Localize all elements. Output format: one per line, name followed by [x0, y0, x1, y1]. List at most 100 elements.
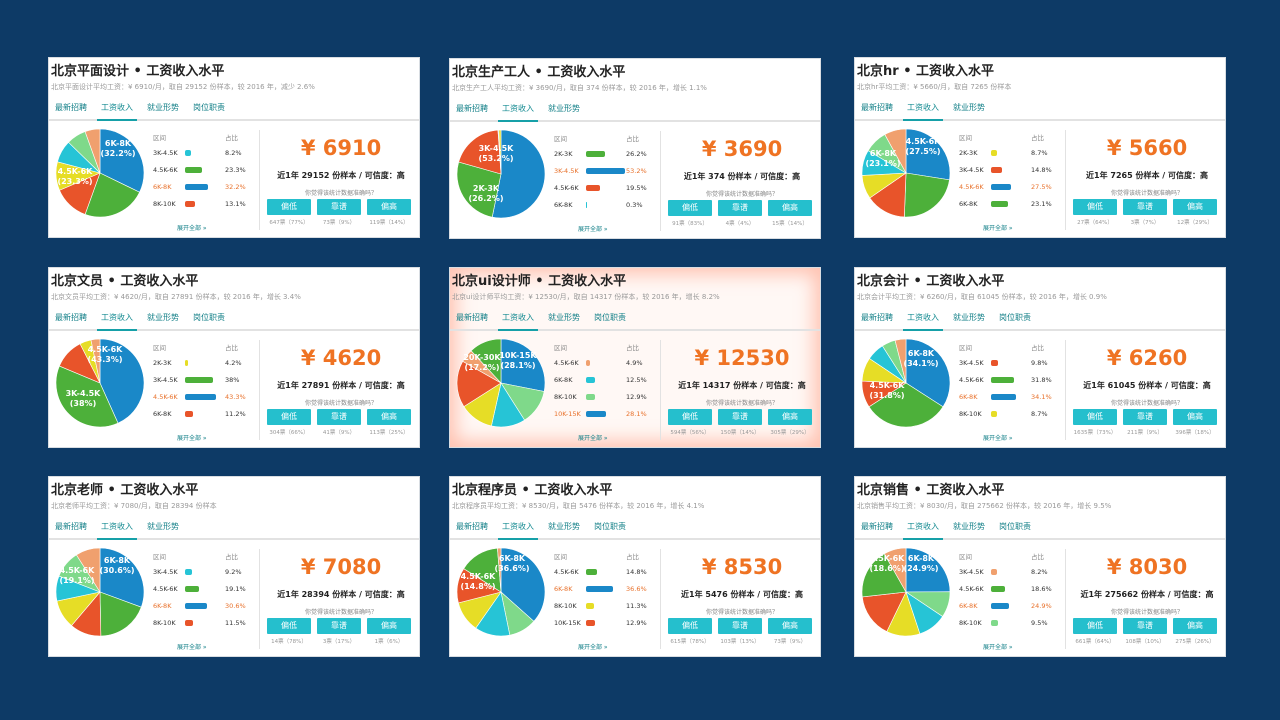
tab-employment[interactable]: 就业形势 [147, 522, 179, 531]
tab-bar: 最新招聘 工资收入 就业形势 岗位职责 [49, 98, 419, 121]
too-high-button[interactable]: 偏高 [1173, 618, 1217, 634]
tab-employment[interactable]: 就业形势 [953, 522, 985, 531]
tab-latest-jobs[interactable]: 最新招聘 [456, 522, 488, 531]
vote-count: 305票（29%） [770, 430, 810, 436]
expand-all-link[interactable]: 展开全部 » [983, 435, 1013, 442]
expand-all-link[interactable]: 展开全部 » [177, 435, 207, 442]
expand-all-link[interactable]: 展开全部 » [578, 226, 608, 233]
pie-label: 6K-8K [908, 349, 935, 358]
range-percent: 12.9% [626, 619, 647, 627]
too-low-button[interactable]: 偏低 [1073, 199, 1117, 215]
tab-latest-jobs[interactable]: 最新招聘 [861, 522, 893, 531]
pie-label: (24.9%) [903, 564, 938, 573]
salary-card: 北京文员 • 工资收入水平 北京文员平均工资：¥ 4620/月，取自 27891 … [48, 267, 420, 448]
expand-all-link[interactable]: 展开全部 » [983, 644, 1013, 651]
range-bar [185, 377, 213, 383]
reliable-button[interactable]: 靠谱 [718, 200, 762, 216]
tab-latest-jobs[interactable]: 最新招聘 [55, 522, 87, 531]
tab-salary[interactable]: 工资收入 [907, 103, 939, 112]
range-row: 4.5K-6K 18.6% [959, 582, 1055, 596]
tab-latest-jobs[interactable]: 最新招聘 [456, 104, 488, 113]
too-low-button[interactable]: 偏低 [267, 199, 311, 215]
vote-count: 211票（9%） [1127, 430, 1163, 436]
pie-label: 3K-4.5K [66, 389, 102, 398]
too-high-button[interactable]: 偏高 [768, 200, 812, 216]
range-percent: 43.3% [225, 393, 246, 401]
tab-employment[interactable]: 就业形势 [953, 313, 985, 322]
reliable-button[interactable]: 靠谱 [317, 409, 361, 425]
expand-all-link[interactable]: 展开全部 » [578, 644, 608, 651]
tab-salary[interactable]: 工资收入 [502, 104, 534, 113]
tab-duties[interactable]: 岗位职责 [999, 522, 1031, 531]
tab-salary[interactable]: 工资收入 [502, 522, 534, 531]
tab-salary[interactable]: 工资收入 [101, 522, 133, 531]
tab-duties[interactable]: 岗位职责 [193, 103, 225, 112]
reliable-button[interactable]: 靠谱 [317, 199, 361, 215]
range-bar [185, 167, 202, 173]
tab-employment[interactable]: 就业形势 [147, 103, 179, 112]
range-bar [991, 184, 1011, 190]
tab-latest-jobs[interactable]: 最新招聘 [861, 313, 893, 322]
range-label: 4.5K-6K [554, 184, 579, 192]
too-high-button[interactable]: 偏高 [367, 199, 411, 215]
divider [1065, 549, 1066, 649]
range-percent: 8.2% [225, 149, 242, 157]
too-high-button[interactable]: 偏高 [1173, 199, 1217, 215]
range-percent: 12.9% [626, 393, 647, 401]
range-bar [586, 603, 594, 609]
too-low-button[interactable]: 偏低 [1073, 409, 1117, 425]
reliable-button[interactable]: 靠谱 [718, 409, 762, 425]
tab-employment[interactable]: 就业形势 [548, 313, 580, 322]
reliable-button[interactable]: 靠谱 [317, 618, 361, 634]
tab-latest-jobs[interactable]: 最新招聘 [456, 313, 488, 322]
range-label: 6K-8K [153, 183, 172, 191]
pie-slice [470, 338, 502, 384]
range-bar [185, 586, 199, 592]
reliable-button[interactable]: 靠谱 [718, 618, 762, 634]
tab-employment[interactable]: 就业形势 [147, 313, 179, 322]
expand-all-link[interactable]: 展开全部 » [983, 225, 1013, 232]
tab-duties[interactable]: 岗位职责 [594, 313, 626, 322]
tab-duties[interactable]: 岗位职责 [999, 313, 1031, 322]
too-low-button[interactable]: 偏低 [267, 409, 311, 425]
expand-all-link[interactable]: 展开全部 » [177, 225, 207, 232]
tab-salary[interactable]: 工资收入 [907, 522, 939, 531]
col-header-ratio: 占比 [626, 344, 639, 352]
tab-latest-jobs[interactable]: 最新招聘 [55, 103, 87, 112]
range-label: 6K-8K [554, 585, 573, 593]
tab-employment[interactable]: 就业形势 [548, 522, 580, 531]
reliable-button[interactable]: 靠谱 [1123, 618, 1167, 634]
tab-duties[interactable]: 岗位职责 [594, 522, 626, 531]
too-high-button[interactable]: 偏高 [367, 409, 411, 425]
tab-latest-jobs[interactable]: 最新招聘 [55, 313, 87, 322]
expand-all-link[interactable]: 展开全部 » [578, 435, 608, 442]
tab-salary[interactable]: 工资收入 [101, 103, 133, 112]
range-bar [991, 201, 1008, 207]
too-high-button[interactable]: 偏高 [367, 618, 411, 634]
tab-duties[interactable]: 岗位职责 [193, 313, 225, 322]
pie-slice [99, 547, 145, 608]
too-low-button[interactable]: 偏低 [668, 200, 712, 216]
too-high-button[interactable]: 偏高 [1173, 409, 1217, 425]
pie-label: 4.5K-6K [870, 554, 906, 563]
too-low-button[interactable]: 偏低 [1073, 618, 1117, 634]
too-low-button[interactable]: 偏低 [668, 618, 712, 634]
tab-salary[interactable]: 工资收入 [502, 313, 534, 322]
tab-salary[interactable]: 工资收入 [907, 313, 939, 322]
tab-salary[interactable]: 工资收入 [101, 313, 133, 322]
too-low-button[interactable]: 偏低 [267, 618, 311, 634]
tab-latest-jobs[interactable]: 最新招聘 [861, 103, 893, 112]
average-salary: ¥ 7080 [300, 555, 382, 579]
too-high-button[interactable]: 偏高 [768, 409, 812, 425]
expand-all-link[interactable]: 展开全部 » [177, 644, 207, 651]
tab-employment[interactable]: 就业形势 [953, 103, 985, 112]
reliable-button[interactable]: 靠谱 [1123, 199, 1167, 215]
pie-slice [498, 129, 502, 175]
reliable-button[interactable]: 靠谱 [1123, 409, 1167, 425]
salary-pie-chart: 3K-4.5K(53.2%) 2K-3K(26.2%) [456, 129, 546, 219]
too-low-button[interactable]: 偏低 [668, 409, 712, 425]
tab-employment[interactable]: 就业形势 [548, 104, 580, 113]
col-header-range: 区间 [959, 134, 972, 142]
too-high-button[interactable]: 偏高 [768, 618, 812, 634]
pie-label: (31.8%) [869, 391, 904, 400]
